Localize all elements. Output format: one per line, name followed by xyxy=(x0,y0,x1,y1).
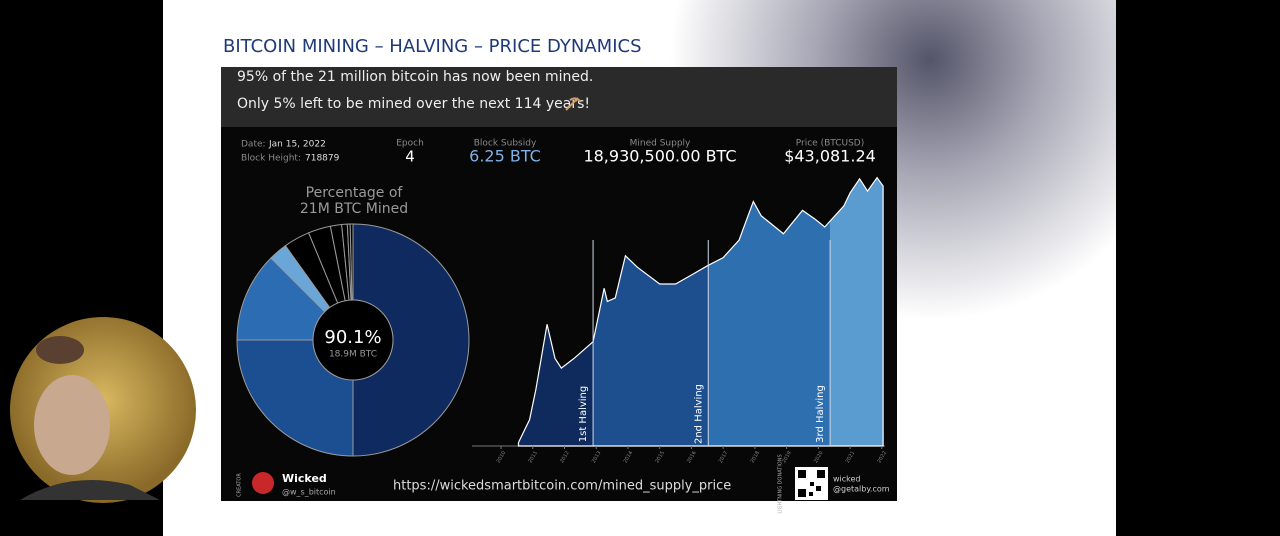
footer-alby-handle: @getalby.com xyxy=(833,485,890,494)
stat-label: Epoch xyxy=(396,139,424,149)
donut-center: 90.1% xyxy=(324,327,381,348)
footer-url[interactable]: https://wickedsmartbitcoin.com/mined_sup… xyxy=(393,479,731,494)
x-tick-label: 2018 xyxy=(750,450,762,464)
banner-line: Only 5% left to be mined over the next 1… xyxy=(237,96,590,112)
stat-label: Block Subsidy xyxy=(474,139,537,149)
x-tick-label: 2020 xyxy=(813,450,825,464)
stat-label: Mined Supply xyxy=(630,139,691,149)
donut-title: Percentage of xyxy=(306,185,404,201)
halving-label: 1st Halving xyxy=(578,386,589,442)
webcam-shirt xyxy=(20,480,160,500)
x-tick-label: 2022 xyxy=(876,450,888,464)
price-area xyxy=(517,176,884,447)
pickaxe-icon xyxy=(565,97,582,111)
stat-value: 4 xyxy=(405,148,415,166)
x-tick-label: 2016 xyxy=(686,450,698,464)
donut-hole xyxy=(312,299,394,381)
footer-alby-name: wicked xyxy=(833,475,861,484)
footer-handle: @w_s_bitcoin xyxy=(282,488,336,497)
footer-name: Wicked xyxy=(282,472,327,485)
banner xyxy=(221,67,897,127)
stat-label: Date: xyxy=(241,140,266,150)
price-chart: 1st Halving 2nd Halving 3rd Halving 2010 201… xyxy=(472,176,888,464)
stat-value: 6.25 BTC xyxy=(469,147,541,166)
x-tick-label: 2021 xyxy=(845,450,857,464)
stat-value: Jan 15, 2022 xyxy=(268,140,326,150)
webcam-hair xyxy=(36,336,84,364)
footer-donations: LIGHTNING DONATIONS xyxy=(778,454,784,513)
halving-label: 2nd Halving xyxy=(693,384,704,444)
donut-title: 21M BTC Mined xyxy=(300,201,408,217)
slide-title: BITCOIN MINING – HALVING – PRICE DYNAMIC… xyxy=(223,36,642,57)
x-tick-label: 2012 xyxy=(559,450,571,464)
halving-label: 3rd Halving xyxy=(815,385,826,443)
stat-value: 718879 xyxy=(305,154,340,164)
stat-label: Block Height: xyxy=(241,154,301,164)
stat-label: Price (BTCUSD) xyxy=(796,139,865,149)
stat-value: $43,081.24 xyxy=(784,147,876,166)
avatar xyxy=(252,472,274,494)
x-tick-label: 2017 xyxy=(718,450,730,464)
x-tick-label: 2015 xyxy=(654,450,666,464)
donut-center-sub: 18.9M BTC xyxy=(329,350,377,360)
webcam-face xyxy=(34,375,110,475)
stat-value: 18,930,500.00 BTC xyxy=(583,147,736,166)
x-tick-label: 2013 xyxy=(591,450,603,464)
x-tick-label: 2010 xyxy=(496,450,508,464)
banner-line: 95% of the 21 million bitcoin has now be… xyxy=(237,69,593,85)
footer-creator: CREATOR xyxy=(237,473,243,497)
x-tick-label: 2011 xyxy=(527,450,539,464)
donut xyxy=(236,223,470,457)
x-tick-label: 2019 xyxy=(781,450,793,464)
x-tick-label: 2014 xyxy=(623,450,635,464)
qr-pattern xyxy=(798,470,825,497)
